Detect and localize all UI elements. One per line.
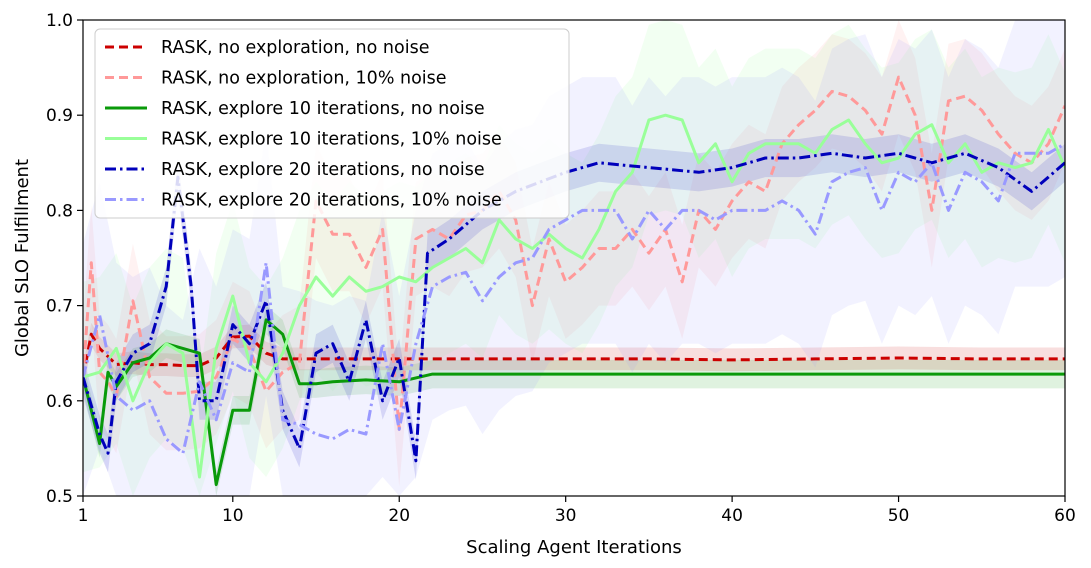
legend-label-1: RASK, no exploration, no noise — [161, 38, 429, 58]
x-axis-label: Scaling Agent Iterations — [466, 537, 682, 558]
x-tick-label: 60 — [1054, 506, 1076, 526]
y-tick-label: 0.8 — [46, 201, 73, 221]
y-tick-label: 1.0 — [46, 11, 73, 31]
x-tick-label: 40 — [721, 506, 743, 526]
legend-label-3: RASK, explore 10 iterations, no noise — [161, 99, 485, 119]
y-tick-label: 0.7 — [46, 297, 73, 317]
x-axis: 1 10 20 30 40 50 60 — [78, 496, 1076, 526]
y-tick-label: 0.6 — [46, 392, 73, 412]
x-tick-label: 1 — [78, 506, 89, 526]
legend-label-5: RASK, explore 20 iterations, no noise — [161, 160, 485, 180]
series-band-5 — [83, 134, 1065, 480]
legend-label-6: RASK, explore 20 iterations, 10% noise — [161, 191, 502, 211]
legend-frame — [94, 28, 570, 219]
series-line-2 — [83, 75, 1065, 431]
series-line-3 — [83, 318, 1065, 487]
y-axis-label: Global SLO Fulfillment — [12, 159, 33, 357]
x-tick-label: 20 — [388, 506, 410, 526]
series-band-1 — [83, 322, 1065, 389]
legend-label-4: RASK, explore 10 iterations, 10% noise — [161, 130, 502, 150]
legend-label-2: RASK, no exploration, 10% noise — [161, 69, 447, 89]
series-line-5 — [83, 151, 1065, 463]
plot-frame — [82, 19, 1066, 497]
x-tick-label: 10 — [222, 506, 244, 526]
series-band-6 — [83, 20, 1065, 496]
y-tick-label: 0.5 — [46, 487, 73, 507]
x-tick-label: 30 — [555, 506, 577, 526]
y-tick-label: 0.9 — [46, 106, 73, 126]
series-line-1 — [83, 332, 1065, 378]
x-tick-label: 50 — [888, 506, 910, 526]
series-lines — [83, 75, 1065, 487]
series-band-4 — [83, 20, 1065, 496]
legend: RASK, no exploration, no noise RASK, no e… — [94, 28, 570, 219]
y-axis: 0.5 0.6 0.7 0.8 0.9 1.0 — [46, 11, 83, 507]
